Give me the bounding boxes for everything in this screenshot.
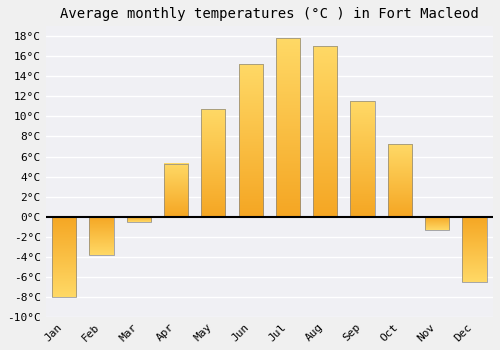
Title: Average monthly temperatures (°C ) in Fort Macleod: Average monthly temperatures (°C ) in Fo… [60,7,478,21]
Bar [350,102,374,217]
Bar [126,217,151,222]
Bar [90,217,114,255]
Bar [425,217,449,230]
Bar [238,64,263,217]
Bar [313,46,338,217]
Bar [201,110,226,217]
Bar [388,145,412,217]
Bar [276,38,300,217]
Bar [164,163,188,217]
Bar [52,217,76,297]
Bar [462,217,486,282]
